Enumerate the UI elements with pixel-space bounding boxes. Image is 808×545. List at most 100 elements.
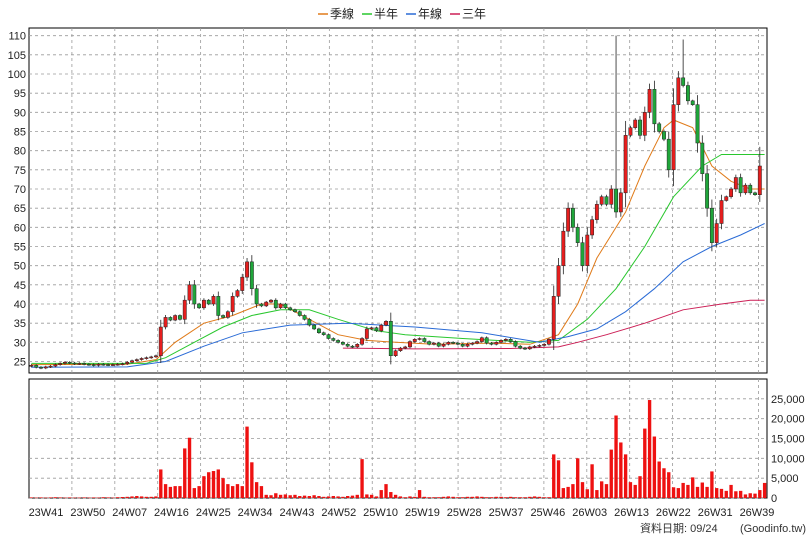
volume-bar-21 [130, 496, 134, 498]
volume-bar-100 [508, 496, 513, 498]
candle-body-149 [743, 184, 748, 194]
candle-body-136 [681, 77, 686, 86]
volume-bar-98 [499, 496, 503, 498]
volume-bar-74 [384, 484, 388, 498]
legend-label-3: 三年 [462, 7, 486, 21]
x-tick-label-3: 24W16 [154, 507, 189, 519]
candle-body-76 [393, 350, 398, 356]
volume-bar-37 [207, 472, 211, 498]
volume-bar-59 [312, 495, 316, 498]
candle-body-93 [475, 341, 479, 344]
volume-bar-125 [628, 482, 633, 498]
volume-bar-50 [269, 495, 273, 498]
volume-bar-128 [643, 428, 647, 498]
price-tick-label-6: 55 [14, 242, 26, 254]
candle-body-56 [297, 311, 302, 316]
candle-body-142 [709, 207, 714, 243]
candle-body-103 [523, 347, 527, 350]
volume-bar-83 [427, 497, 431, 498]
candle-body-118 [594, 204, 599, 220]
volume-bar-134 [671, 487, 676, 498]
volume-tick-label-3: 15,000 [771, 434, 805, 446]
x-tick-label-15: 26W22 [656, 507, 691, 519]
candle-body-73 [379, 324, 384, 332]
candle-body-123 [618, 192, 623, 213]
candle-body-4 [48, 365, 53, 368]
volume-bar-22 [135, 496, 139, 498]
candle-body-66 [345, 344, 350, 347]
legend-label-0: 季線 [330, 6, 354, 21]
candle-body-52 [278, 303, 283, 309]
volume-bars [29, 400, 767, 499]
x-tick-label-9: 25W19 [405, 507, 440, 519]
volume-bar-119 [599, 481, 604, 498]
candle-body-80 [412, 339, 417, 342]
candle-body-114 [575, 227, 580, 243]
price-tick-label-1: 30 [14, 337, 26, 349]
volume-bar-140 [700, 482, 704, 498]
candle-body-29 [168, 317, 173, 321]
x-tick-label-16: 26W31 [698, 507, 733, 519]
candle-body-107 [542, 344, 547, 346]
volume-bar-47 [254, 482, 259, 498]
candle-body-64 [336, 340, 341, 343]
candle-body-57 [302, 315, 307, 320]
x-tick-label-13: 26W03 [572, 507, 607, 519]
candle-body-150 [748, 184, 753, 194]
candle-body-99 [503, 339, 508, 341]
volume-bar-60 [317, 496, 321, 498]
candle-body-13 [91, 364, 96, 366]
volume-bar-109 [552, 454, 556, 498]
x-tick-label-14: 26W13 [614, 507, 649, 519]
volume-bar-96 [489, 497, 494, 498]
x-tick-label-11: 25W37 [489, 507, 524, 519]
volume-bar-54 [288, 495, 292, 498]
candle-body-17 [110, 364, 115, 366]
x-tick-label-1: 23W50 [70, 507, 105, 519]
candle-body-105 [532, 345, 537, 348]
legend: 季線 半年 年線 三年 [318, 6, 486, 21]
candlesticks [29, 35, 762, 370]
candle-body-23 [139, 358, 144, 360]
legend-label-1: 半年 [374, 7, 398, 21]
volume-bar-84 [432, 497, 436, 498]
price-tick-label-9: 70 [14, 184, 26, 196]
volume-bar-46 [250, 462, 254, 498]
volume-bar-3 [44, 497, 48, 499]
candle-body-115 [580, 242, 585, 266]
candle-body-100 [508, 339, 513, 342]
candle-body-111 [561, 230, 566, 266]
volume-bar-32 [183, 448, 187, 498]
legend-label-2: 年線 [418, 6, 442, 21]
price-tick-label-11: 80 [14, 146, 26, 158]
volume-bar-62 [326, 496, 331, 498]
price-tick-label-16: 105 [8, 50, 26, 62]
candle-body-61 [321, 332, 326, 335]
candle-body-109 [551, 296, 556, 340]
candle-body-62 [326, 334, 331, 339]
volume-bar-70 [365, 494, 369, 498]
volume-bar-93 [475, 496, 479, 498]
x-tick-label-5: 24W34 [238, 507, 273, 519]
price-tick-label-3: 40 [14, 299, 26, 311]
candle-body-59 [312, 324, 317, 330]
volume-bar-114 [576, 458, 580, 498]
candle-body-28 [163, 317, 168, 328]
candle-body-92 [470, 342, 475, 345]
candle-body-37 [206, 299, 211, 305]
candle-body-45 [245, 261, 249, 278]
volume-bar-138 [691, 477, 695, 498]
volume-bar-8 [68, 497, 72, 498]
x-tick-label-17: 26W39 [740, 507, 775, 519]
volume-bar-18 [115, 497, 120, 498]
candle-body-5 [53, 364, 58, 367]
candle-body-55 [293, 309, 297, 312]
price-tick-label-0: 25 [14, 357, 26, 369]
price-tick-label-17: 110 [8, 31, 26, 43]
volume-bar-105 [532, 496, 537, 498]
volume-bar-122 [614, 415, 618, 498]
candle-body-60 [317, 328, 321, 333]
volume-bar-80 [413, 496, 417, 498]
volume-bar-14 [96, 497, 101, 499]
